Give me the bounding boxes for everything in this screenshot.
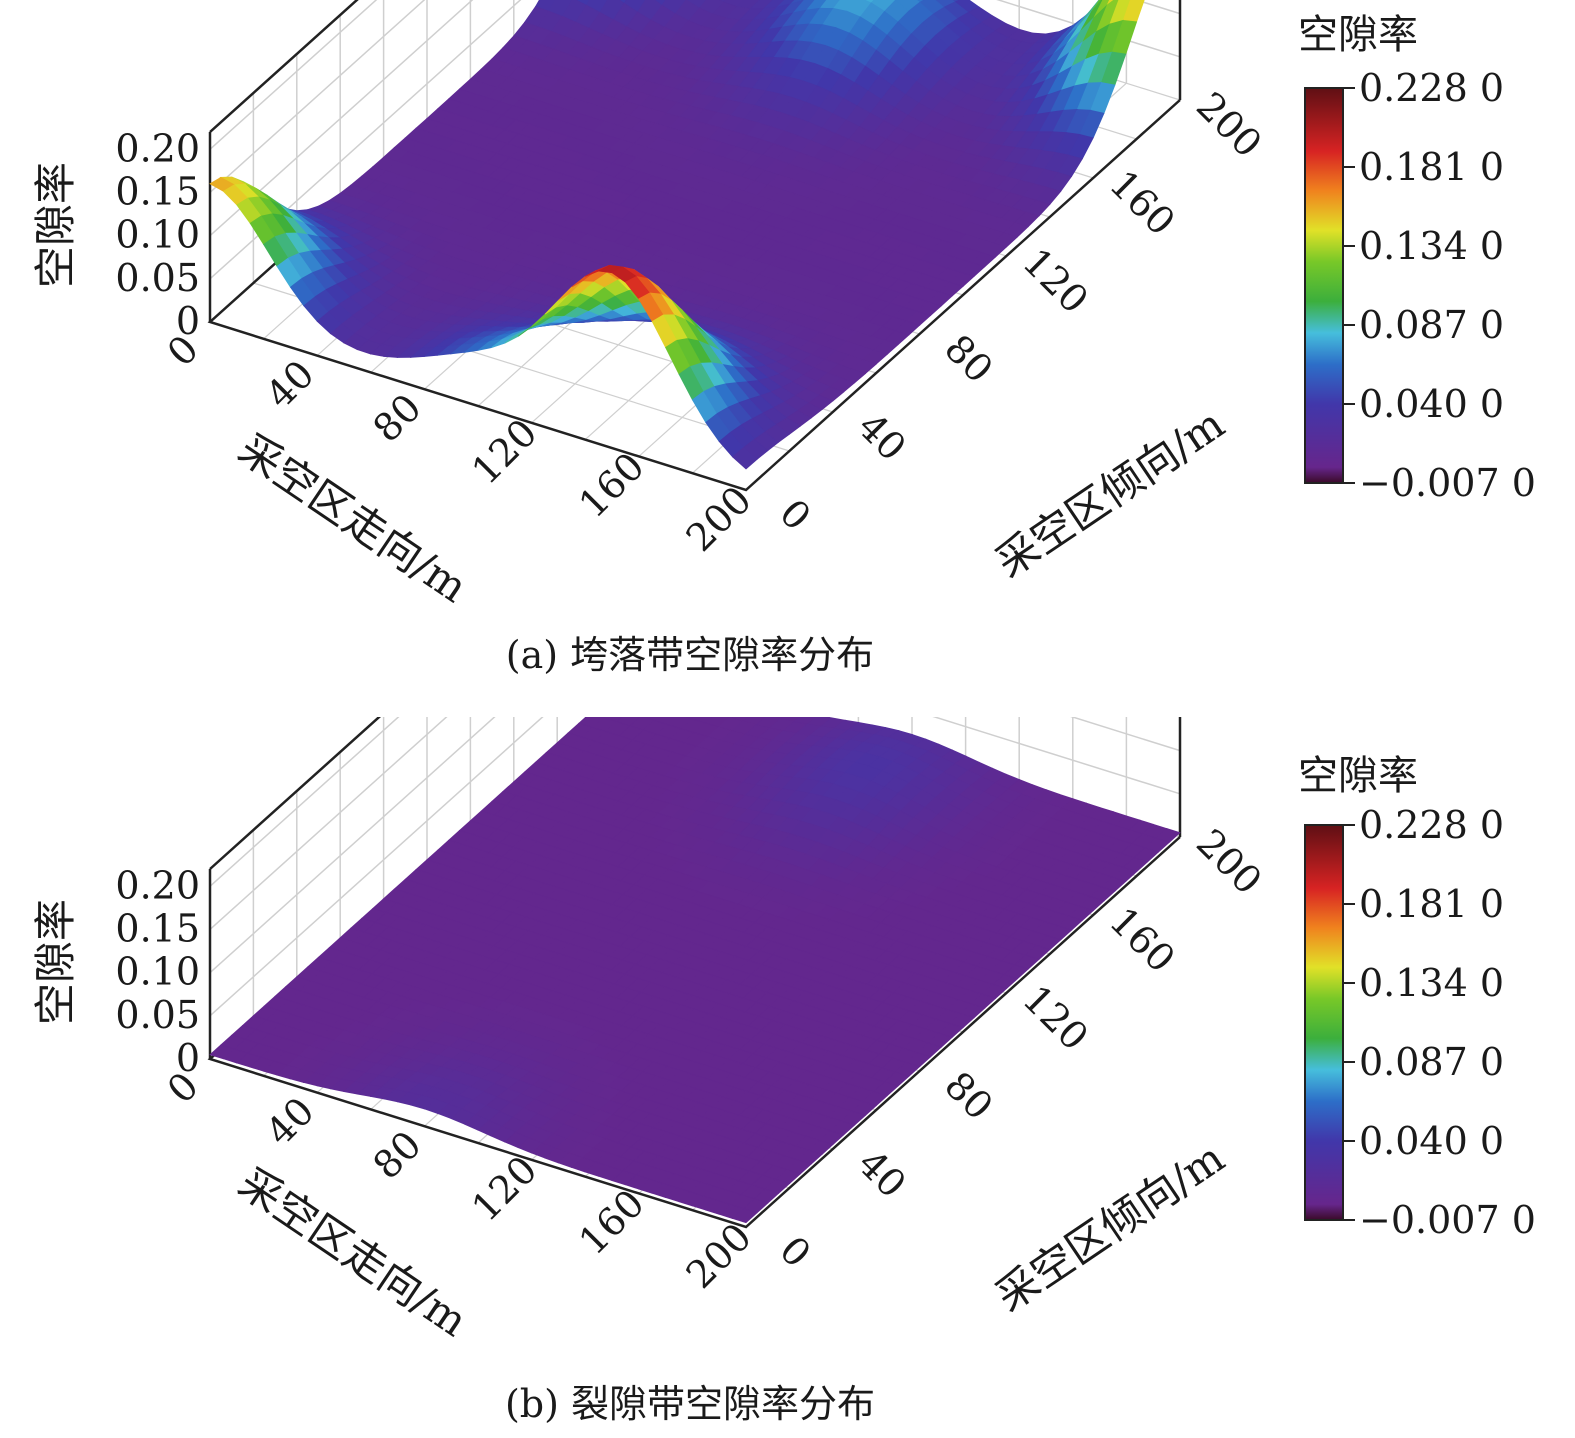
colorbar-gradient <box>1305 88 1343 483</box>
x-axis-title: 采空区走向/m <box>230 424 476 612</box>
z-tick-label: 0.10 <box>115 950 200 994</box>
y-tick-label: 160 <box>1101 162 1183 244</box>
x-axis-title: 采空区走向/m <box>230 1158 476 1346</box>
y-tick-label: 0 <box>771 491 819 539</box>
x-tick-label: 40 <box>257 352 322 417</box>
colorbar-tick-label: −0.007 0 <box>1359 1198 1536 1242</box>
y-tick-label: 120 <box>1014 977 1096 1059</box>
colorbar-tick-label: 0.181 0 <box>1359 882 1504 926</box>
colorbar-tick-label: 0.134 0 <box>1359 961 1504 1005</box>
x-tick-label: 40 <box>257 1089 322 1154</box>
y-tick-label: 40 <box>849 1141 914 1206</box>
colorbar-tick-label: 0.087 0 <box>1359 1040 1504 1084</box>
colorbar-b: 0.228 0 0.181 0 0.134 0 0.087 0 0.040 0 −0.00… <box>1305 803 1536 1242</box>
x-tick-label: 80 <box>365 1122 430 1187</box>
z-tick-label: 0.15 <box>115 906 200 950</box>
y-tick-label: 80 <box>936 1063 1001 1128</box>
colorbar-tick-label: 0.040 0 <box>1359 1119 1504 1163</box>
z-tick-label: 0.10 <box>115 213 200 257</box>
surface-b <box>210 717 1180 1223</box>
y-tick-label: 200 <box>1188 821 1270 903</box>
colorbar-tick-label: 0.134 0 <box>1359 224 1504 268</box>
colorbar-gradient <box>1305 825 1343 1220</box>
surface-a <box>210 0 1180 469</box>
y-tick-label: 120 <box>1014 240 1096 322</box>
y-tick-label: 0 <box>771 1228 819 1276</box>
x-tick-label: 80 <box>365 385 430 450</box>
figure-caption: (a) 垮落带空隙率分布 <box>506 633 874 677</box>
colorbar-tick-label: 0.228 0 <box>1359 803 1504 847</box>
figure-caption: (b) 裂隙带空隙率分布 <box>505 1382 875 1426</box>
colorbar-tick-label: 0.040 0 <box>1359 382 1504 426</box>
z-tick-label: 0.20 <box>115 126 200 170</box>
z-tick-label: 0.20 <box>115 863 200 907</box>
colorbar-a: 0.228 0 0.181 0 0.134 0 0.087 0 0.040 0 −0.00… <box>1305 66 1536 505</box>
y-tick-label: 160 <box>1101 899 1183 981</box>
colorbar-tick-label: −0.007 0 <box>1359 461 1536 505</box>
y-tick-label: 80 <box>936 326 1001 391</box>
z-tick-label: 0.15 <box>115 169 200 213</box>
y-tick-label: 200 <box>1188 84 1270 166</box>
colorbar-title: 空隙率 <box>1298 12 1418 58</box>
colorbar-tick-label: 0.228 0 <box>1359 66 1504 110</box>
colorbar-tick-label: 0.087 0 <box>1359 303 1504 347</box>
z-axis-title: 空隙率 <box>31 899 80 1025</box>
z-axis-title: 空隙率 <box>31 162 80 288</box>
z-tick-label: 0.05 <box>115 993 200 1037</box>
z-tick-label: 0.05 <box>115 256 200 300</box>
y-tick-label: 40 <box>849 404 914 469</box>
z-tick-label: 0 <box>176 299 200 343</box>
y-axis-title: 采空区倾向/m <box>987 1133 1233 1321</box>
colorbar-tick-label: 0.181 0 <box>1359 145 1504 189</box>
y-axis-title: 采空区倾向/m <box>987 399 1233 587</box>
z-tick-label: 0 <box>176 1036 200 1080</box>
colorbar-title: 空隙率 <box>1298 753 1418 799</box>
